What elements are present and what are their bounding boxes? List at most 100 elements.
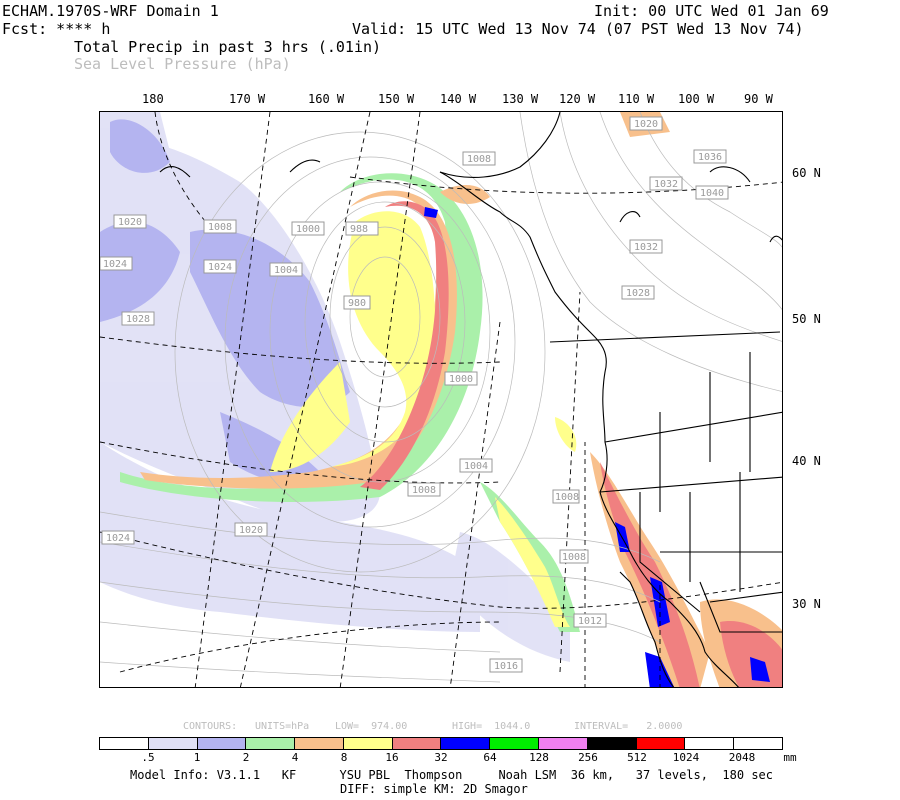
svg-text:1008: 1008: [412, 485, 436, 496]
legend-swatch: [587, 738, 637, 749]
legend-swatch: [295, 738, 344, 749]
isobar-label: 1020: [234, 522, 268, 537]
contour-interval: INTERVAL= 2.0000: [574, 721, 683, 732]
isobar-label: 1012: [573, 613, 607, 628]
legend-label: 16: [385, 751, 399, 764]
model-info: Model Info: V3.1.1 KF YSU PBL Thompson N…: [130, 768, 773, 782]
svg-text:1008: 1008: [208, 222, 232, 233]
isobar-label: 980: [343, 295, 371, 310]
lon-label-100w: 100 W: [678, 92, 715, 106]
isobar-label: 1020: [629, 116, 663, 131]
isobar-label: 1000: [291, 221, 325, 236]
precip-legend-bar: [99, 737, 783, 750]
svg-text:1028: 1028: [126, 314, 150, 325]
isobar-label: 1008: [559, 549, 589, 564]
lon-label-140w: 140 W: [440, 92, 477, 106]
legend-swatch: [148, 738, 198, 749]
legend-swatch: [246, 738, 296, 749]
svg-text:1024: 1024: [106, 533, 130, 544]
svg-text:1004: 1004: [464, 461, 488, 472]
isobar-label: 1008: [203, 219, 237, 234]
contour-high: HIGH= 1044.0: [452, 721, 531, 732]
legend-label: 128: [529, 751, 549, 764]
isobar-label: 1008: [552, 489, 580, 504]
svg-text:1016: 1016: [494, 661, 518, 672]
isobar-label: 1016: [489, 658, 523, 673]
legend-label: 256: [578, 751, 598, 764]
legend-swatch: [343, 738, 393, 749]
contour-low: LOW= 974.00: [335, 721, 408, 732]
svg-text:988: 988: [350, 224, 368, 235]
isobar-label: 1020: [113, 214, 147, 229]
init-time: Init: 00 UTC Wed 01 Jan 69: [594, 2, 829, 20]
svg-text:1012: 1012: [578, 616, 602, 627]
field-precip-title: Total Precip in past 3 hrs (.01in): [74, 38, 382, 56]
legend-swatch: [685, 738, 735, 749]
isobar-label: 1040: [695, 185, 729, 200]
isobar-label: 1024: [203, 259, 237, 274]
svg-text:1032: 1032: [634, 242, 658, 253]
lon-label-130w: 130 W: [502, 92, 539, 106]
isobar-label: 1004: [459, 458, 493, 473]
lon-label-90w: 90 W: [744, 92, 773, 106]
lon-label-150w: 150 W: [378, 92, 415, 106]
legend-swatch: [539, 738, 588, 749]
svg-text:1040: 1040: [700, 188, 724, 199]
svg-text:980: 980: [348, 298, 366, 309]
model-title: ECHAM.1970S-WRF Domain 1: [2, 2, 219, 20]
isobar-label: 1028: [121, 311, 155, 326]
legend-label: 2048: [728, 751, 756, 764]
lon-label-170w: 170 W: [229, 92, 266, 106]
svg-text:1024: 1024: [103, 259, 127, 270]
svg-text:1000: 1000: [449, 374, 473, 385]
legend-label: .5: [141, 751, 155, 764]
lon-label-160w: 160 W: [308, 92, 345, 106]
legend-label: 512: [627, 751, 647, 764]
legend-swatch: [197, 738, 247, 749]
legend-units: mm: [783, 751, 797, 764]
svg-text:1008: 1008: [555, 492, 579, 503]
diffusion-info: DIFF: simple KM: 2D Smagor: [340, 782, 528, 796]
svg-text:1020: 1020: [634, 119, 658, 130]
valid-time: Valid: 15 UTC Wed 13 Nov 74 (07 PST Wed …: [352, 20, 804, 38]
frontal-band: [120, 173, 483, 503]
isobar-label: 1024: [101, 530, 135, 545]
legend-swatch: [490, 738, 540, 749]
legend-label: 1024: [672, 751, 700, 764]
svg-text:1000: 1000: [296, 224, 320, 235]
isobar-label: 1024: [100, 256, 133, 271]
svg-text:1008: 1008: [562, 552, 586, 563]
legend-label: 2: [242, 751, 250, 764]
svg-text:1028: 1028: [626, 288, 650, 299]
isobar-label: 1032: [649, 176, 683, 191]
contour-units: UNITS=hPa: [255, 721, 310, 732]
legend-swatch: [392, 738, 442, 749]
isobar-label: 1004: [269, 262, 303, 277]
svg-text:1008: 1008: [467, 154, 491, 165]
legend-label: 8: [340, 751, 348, 764]
isobar-label: 1008: [407, 482, 441, 497]
svg-text:1036: 1036: [698, 152, 722, 163]
legend-label: 32: [434, 751, 448, 764]
lon-label-120w: 120 W: [559, 92, 596, 106]
legend-swatch: [441, 738, 491, 749]
lat-label-40n: 40 N: [792, 454, 821, 468]
field-slp-title: Sea Level Pressure (hPa): [74, 55, 291, 73]
legend-label: 4: [291, 751, 299, 764]
legend-label: 64: [483, 751, 497, 764]
isobar-label: 1000: [444, 371, 478, 386]
svg-text:1004: 1004: [274, 265, 298, 276]
isobar-label: 988: [345, 221, 379, 236]
legend-swatch: [734, 738, 782, 749]
lat-label-30n: 30 N: [792, 597, 821, 611]
isobars: [100, 112, 782, 683]
svg-text:1020: 1020: [118, 217, 142, 228]
isobar-label: 1036: [693, 149, 727, 164]
isobar-label: 1032: [629, 239, 663, 254]
forecast-hour: Fcst: **** h: [2, 20, 111, 38]
map-canvas: 1008 1020 1036 1032 1040 1024 1032 1028 …: [100, 112, 782, 687]
contour-label: CONTOURS:: [183, 721, 238, 732]
isobar-label: 1028: [621, 285, 655, 300]
lon-label-180: 180: [142, 92, 164, 106]
lat-label-60n: 60 N: [792, 166, 821, 180]
